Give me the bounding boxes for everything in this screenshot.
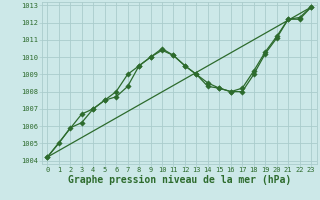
X-axis label: Graphe pression niveau de la mer (hPa): Graphe pression niveau de la mer (hPa) xyxy=(68,175,291,185)
